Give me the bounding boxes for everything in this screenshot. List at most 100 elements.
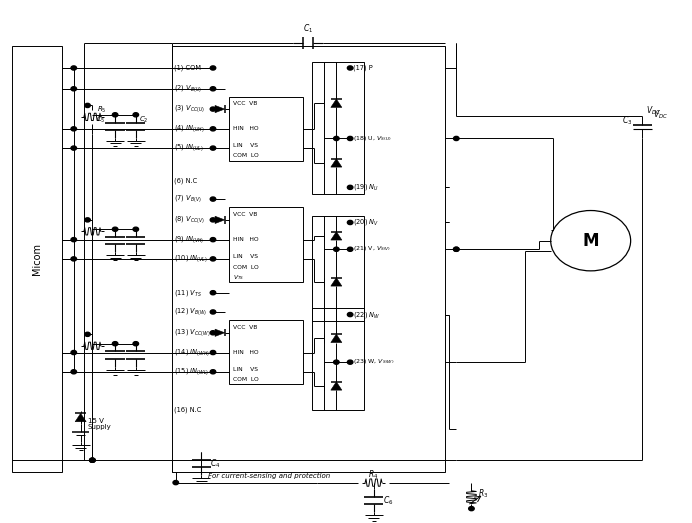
Circle shape [347,185,353,189]
Circle shape [210,197,216,201]
Circle shape [347,220,353,224]
Circle shape [210,331,216,335]
Circle shape [71,237,77,242]
Text: $R_3$: $R_3$ [478,488,489,501]
Polygon shape [331,382,342,390]
Circle shape [210,87,216,91]
Polygon shape [331,278,342,286]
Circle shape [210,218,216,222]
Bar [311,309,364,410]
Text: $C_1$: $C_1$ [303,22,313,35]
Circle shape [210,237,216,242]
Circle shape [334,247,339,252]
Text: (5) $IN_{(UL)}$: (5) $IN_{(UL)}$ [174,143,204,153]
Text: $R_4$: $R_4$ [368,468,379,481]
Text: LIN    VS: LIN VS [233,254,258,259]
Bar [12,46,62,472]
Text: (17) P: (17) P [353,65,373,71]
Circle shape [85,332,90,336]
Text: HIN   HO: HIN HO [233,127,259,131]
Circle shape [112,342,118,346]
Text: LIN    VS: LIN VS [233,143,258,148]
Circle shape [71,146,77,150]
Polygon shape [215,329,225,336]
Circle shape [210,350,216,355]
Text: $V_{TS}$: $V_{TS}$ [233,273,244,282]
Text: $C_3$: $C_3$ [622,114,632,127]
Text: COM  LO: COM LO [233,265,259,270]
Circle shape [112,113,118,117]
Text: $V_{DC}$: $V_{DC}$ [646,105,661,117]
Text: 15 V: 15 V [88,418,103,424]
Text: Micom: Micom [33,243,42,275]
Polygon shape [215,216,225,223]
Circle shape [453,137,459,141]
Bar [229,208,303,282]
Text: (14) $IN_{(WH)}$: (14) $IN_{(WH)}$ [174,347,210,358]
Text: (20) $N_V$: (20) $N_V$ [353,218,379,228]
Bar [172,46,444,472]
Text: (1) COM: (1) COM [174,65,201,71]
Text: (16) N.C: (16) N.C [174,406,202,413]
Text: COM  LO: COM LO [233,377,259,382]
Text: (10) $IN_{(VL)}$: (10) $IN_{(VL)}$ [174,254,208,264]
Text: (7) $V_{B(V)}$: (7) $V_{B(V)}$ [174,194,202,204]
Bar [229,97,303,161]
Text: LIN    VS: LIN VS [233,367,258,372]
Circle shape [71,370,77,374]
Polygon shape [331,232,342,240]
Circle shape [71,87,77,91]
Circle shape [347,137,353,141]
Polygon shape [75,413,86,422]
Circle shape [210,127,216,131]
Text: (19) $N_U$: (19) $N_U$ [353,183,379,192]
Circle shape [89,458,95,462]
Circle shape [347,66,353,70]
Circle shape [133,227,138,231]
Text: (4) $IN_{(UH)}$: (4) $IN_{(UH)}$ [174,123,205,134]
Circle shape [210,370,216,374]
Bar [229,320,303,384]
Text: (21) V, $V_{S(V)}$: (21) V, $V_{S(V)}$ [353,245,391,254]
Text: $V_{DC}$: $V_{DC}$ [653,109,668,121]
Circle shape [210,257,216,261]
Text: $C_4$: $C_4$ [210,457,220,470]
Circle shape [71,127,77,131]
Text: $C_2$: $C_2$ [138,115,148,125]
Bar [311,216,364,321]
Circle shape [210,291,216,295]
Circle shape [112,227,118,231]
Polygon shape [215,106,225,113]
Circle shape [210,310,216,314]
Polygon shape [331,159,342,167]
Text: (8) $V_{CC(V)}$: (8) $V_{CC(V)}$ [174,214,206,225]
Text: M: M [583,232,599,249]
Text: $C_5$: $C_5$ [96,115,105,125]
Circle shape [71,350,77,355]
Circle shape [133,113,138,117]
Circle shape [347,247,353,252]
Text: HIN   HO: HIN HO [233,350,259,355]
Text: (2) $V_{B(U)}$: (2) $V_{B(U)}$ [174,83,202,94]
Circle shape [85,218,90,222]
Text: VCC  VB: VCC VB [233,325,257,330]
Text: (18) U, $V_{S(U)}$: (18) U, $V_{S(U)}$ [353,134,392,143]
Circle shape [173,481,179,485]
Circle shape [453,247,459,252]
Circle shape [468,506,474,510]
Circle shape [71,66,77,70]
Text: Supply: Supply [88,425,111,430]
Bar [311,62,364,194]
Text: (6) N.C: (6) N.C [174,178,198,184]
Text: For current-sensing and protection: For current-sensing and protection [208,473,330,480]
Text: (3) $V_{CC(U)}$: (3) $V_{CC(U)}$ [174,104,206,115]
Circle shape [210,107,216,111]
Text: (23) W, $V_{S(W)}$: (23) W, $V_{S(W)}$ [353,358,394,367]
Circle shape [71,257,77,261]
Circle shape [347,360,353,364]
Text: (22) $N_W$: (22) $N_W$ [353,310,381,320]
Text: HIN   HO: HIN HO [233,237,259,242]
Text: $C_6$: $C_6$ [383,495,394,507]
Text: $R_5$: $R_5$ [96,105,106,115]
Text: (15) $IN_{(WL)}$: (15) $IN_{(WL)}$ [174,367,210,377]
